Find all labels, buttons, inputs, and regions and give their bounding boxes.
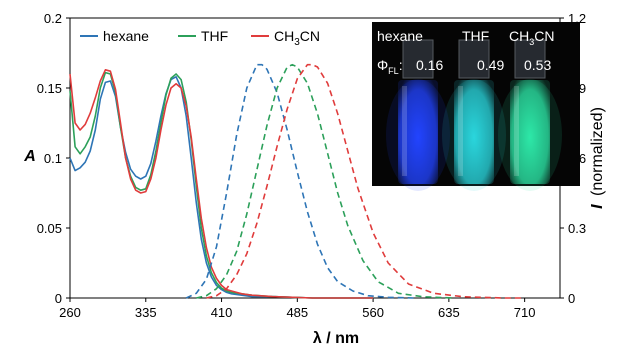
right-axis-title-symbol: I bbox=[589, 204, 606, 209]
x-tick-label: 260 bbox=[59, 305, 81, 320]
vial-cap bbox=[458, 39, 490, 79]
vial-liquid bbox=[454, 80, 494, 184]
inset-quantum-yield-value: 0.49 bbox=[477, 57, 504, 73]
legend-label: THF bbox=[201, 28, 228, 44]
inset-quantum-yield-label: ΦFL: bbox=[377, 57, 403, 76]
inset-labels: hexane THF CH3CN ΦFL: 0.16 0.49 0.53 bbox=[377, 28, 554, 76]
vial-highlight bbox=[514, 86, 519, 176]
series-thf-absorption bbox=[69, 71, 374, 299]
vial-cap bbox=[514, 39, 546, 79]
right-axis-title-rest: (normalized) bbox=[589, 107, 606, 196]
x-tick-label: 485 bbox=[286, 305, 308, 320]
x-tick-label: 410 bbox=[211, 305, 233, 320]
left-tick-label: 0.2 bbox=[44, 11, 62, 26]
inset-vials bbox=[386, 39, 562, 191]
x-axis-ticks: 260 335 410 485 560 635 710 bbox=[59, 298, 535, 320]
series-ch3cn-absorption bbox=[69, 69, 374, 299]
right-tick-label: 0 bbox=[568, 291, 575, 306]
legend-label: hexane bbox=[103, 28, 149, 44]
series-thf-emission bbox=[196, 63, 454, 299]
left-tick-label: 0.05 bbox=[37, 221, 62, 236]
series-layer bbox=[69, 63, 525, 299]
right-axis-title: I (normalized) bbox=[589, 107, 606, 209]
left-tick-label: 0 bbox=[55, 291, 62, 306]
left-axis-title: A bbox=[23, 148, 36, 165]
series-ch3cn-emission bbox=[206, 63, 525, 299]
inset-solvent-label: hexane bbox=[377, 28, 423, 44]
x-tick-label: 560 bbox=[362, 305, 384, 320]
left-tick-label: 0.1 bbox=[44, 151, 62, 166]
inset-quantum-yield-value: 0.53 bbox=[524, 57, 551, 73]
vial-liquid bbox=[398, 80, 438, 184]
x-tick-label: 335 bbox=[135, 305, 157, 320]
vial-liquid bbox=[510, 80, 550, 184]
left-axis-ticks: 0 0.05 0.1 0.15 0.2 bbox=[37, 11, 70, 306]
right-tick-label: 0.3 bbox=[568, 221, 586, 236]
legend-label: CH3CN bbox=[274, 28, 320, 48]
x-tick-label: 710 bbox=[514, 305, 536, 320]
series-hexane-emission bbox=[185, 63, 414, 299]
inset-solvent-label: THF bbox=[462, 28, 489, 44]
series-hexane-absorption bbox=[69, 76, 374, 299]
inset-photo: hexane THF CH3CN ΦFL: 0.16 0.49 0.53 bbox=[372, 22, 580, 191]
inset-quantum-yield-value: 0.16 bbox=[416, 57, 443, 73]
x-axis-title: λ / nm bbox=[313, 330, 359, 347]
vial-highlight bbox=[402, 86, 407, 176]
vial-cap bbox=[402, 39, 434, 79]
legend: hexane THF CH3CN bbox=[80, 28, 320, 48]
inset-solvent-label: CH3CN bbox=[509, 28, 554, 47]
x-tick-label: 635 bbox=[438, 305, 460, 320]
vial-highlight bbox=[458, 86, 463, 176]
left-tick-label: 0.15 bbox=[37, 81, 62, 96]
